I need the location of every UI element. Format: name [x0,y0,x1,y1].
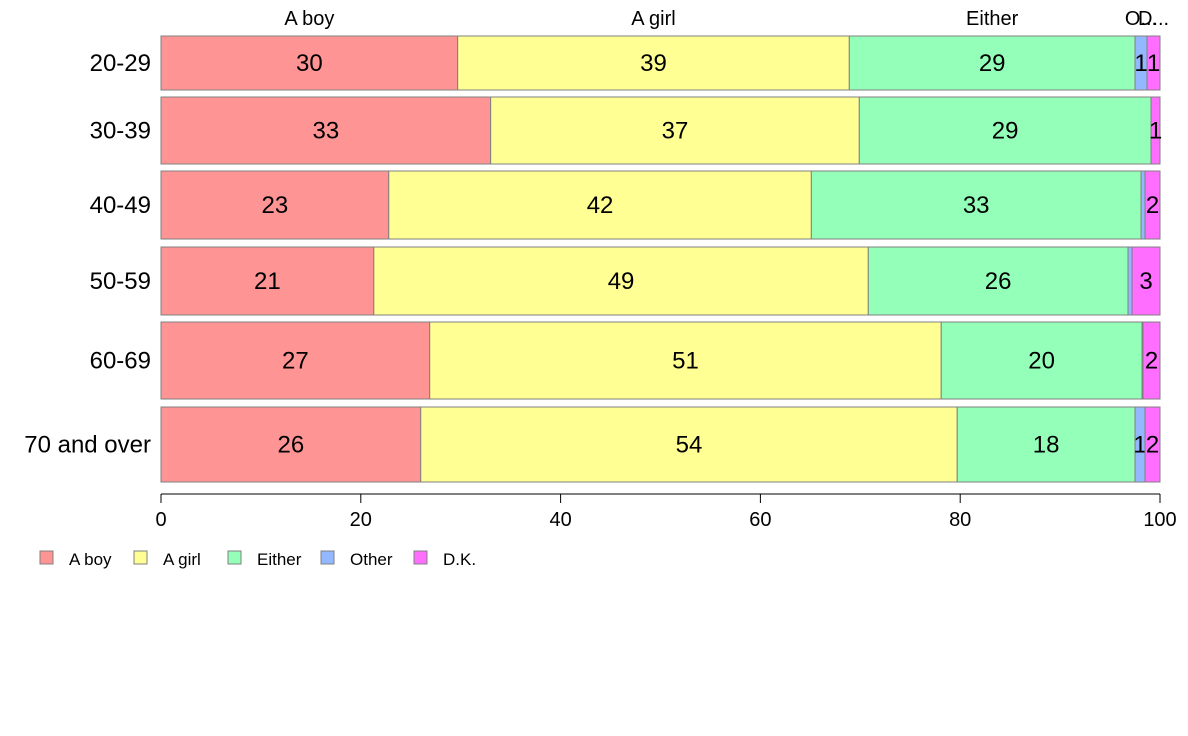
bar-segment [160,406,422,483]
data-label: 30 [296,50,323,77]
bar-segment [1144,406,1161,483]
data-label: 18 [1033,432,1060,459]
legend-label: A girl [163,550,201,569]
bar-segment [1146,35,1161,91]
data-label: 1 [1147,50,1160,77]
category-label: 30-39 [90,118,151,145]
data-label: 27 [282,348,309,375]
category-label: 50-59 [90,268,151,295]
bar-segment [1131,246,1161,316]
category-labels: 20-29 30-39 40-49 50-59 60-69 70 and over [24,50,151,459]
x-tick-label: 40 [549,509,571,531]
category-label: 40-49 [90,192,151,219]
category-label: 20-29 [90,50,151,77]
data-label: 49 [608,268,635,295]
bar-segment [420,406,958,483]
x-tick-label: 100 [1143,509,1176,531]
bar-segment [956,406,1136,483]
bar-segment [858,96,1152,165]
data-label: 1 [1134,50,1147,77]
x-tick-label: 60 [749,509,771,531]
bar-segment [1144,170,1161,240]
bar-segment [810,170,1142,240]
legend-label: D.K. [443,550,476,569]
legend-swatch [227,550,242,565]
bars-area: 30 39 29 1 133 37 29 123 42 33 221 49 26 327 51 20 226 54… [160,35,1162,483]
top-series-label: Either [966,8,1019,30]
data-label: 20 [1028,348,1055,375]
bar-segment [1142,321,1161,400]
data-label: 33 [963,192,990,219]
legend-swatch [133,550,148,565]
data-label: 26 [985,268,1012,295]
data-label: 2 [1145,348,1158,375]
top-series-label: A boy [284,8,334,30]
data-label: 3 [1139,268,1152,295]
bar-segment [1127,246,1133,316]
bar-segment [429,321,942,400]
bar-segment [388,170,812,240]
data-label: 33 [312,118,339,145]
legend-swatch [39,550,54,565]
data-label: 39 [640,50,667,77]
data-label: 26 [278,432,305,459]
data-label: 1 [1133,432,1146,459]
top-series-labels: A boy A girl Either O...D... [284,8,1169,30]
x-axis: 0 20 40 60 80 100 [155,493,1177,531]
data-label: 54 [676,432,703,459]
bar-segment [160,321,431,400]
legend-swatch [413,550,428,565]
data-label: 23 [262,192,289,219]
data-label: 37 [662,118,689,145]
legend-swatch [320,550,335,565]
bar-segment [160,170,390,240]
top-series-label: D... [1138,8,1169,30]
data-label: 29 [992,118,1019,145]
top-series-label: A girl [631,8,675,30]
x-tick-label: 80 [949,509,971,531]
data-label: 42 [587,192,614,219]
bar-segment [160,246,375,316]
legend-label: A boy [69,550,112,569]
bar-segment [490,96,860,165]
bar-segment [457,35,850,91]
legend-label: Either [257,550,302,569]
data-label: 51 [672,348,699,375]
legend-label: Other [350,550,393,569]
data-label: 1 [1149,118,1162,145]
category-label: 70 and over [24,432,151,459]
bar-segment [373,246,869,316]
data-label: 2 [1146,432,1159,459]
bar-segment [940,321,1143,400]
category-label: 60-69 [90,348,151,375]
bar-segment [867,246,1129,316]
x-tick-label: 0 [155,509,166,531]
data-label: 21 [254,268,281,295]
top-series-label: O... [1125,8,1157,30]
legend: A boy A girl Either Other D.K. [39,550,476,569]
data-label: 29 [979,50,1006,77]
bar-segment [1140,170,1146,240]
x-tick-label: 20 [350,509,372,531]
data-label: 2 [1146,192,1159,219]
bar-segment [1150,96,1161,165]
